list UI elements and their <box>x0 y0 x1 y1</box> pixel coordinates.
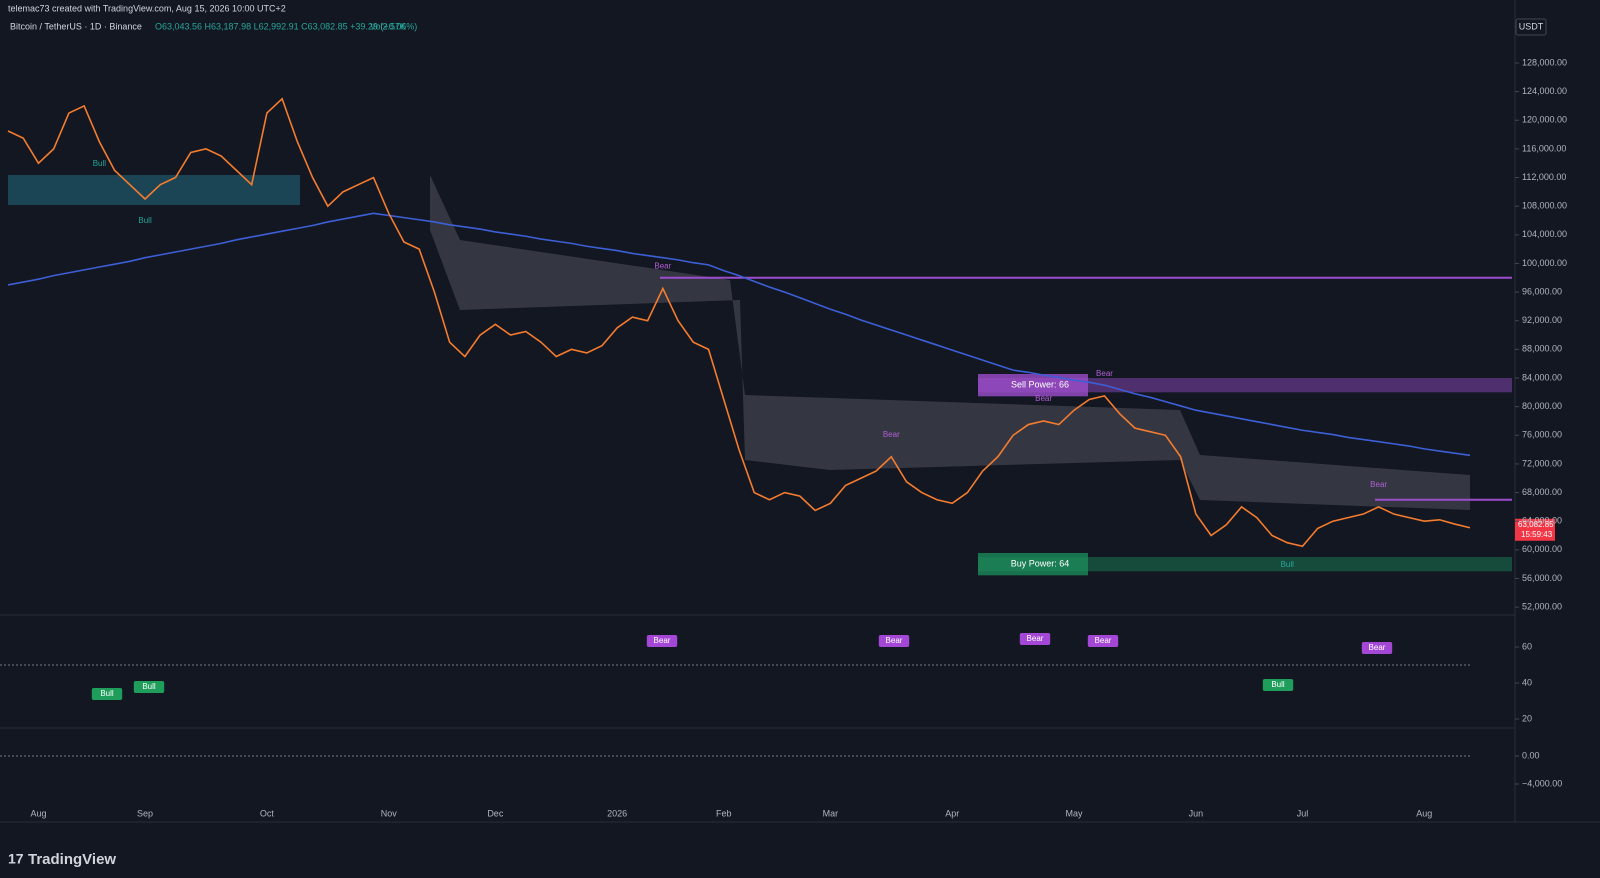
symbol: Bitcoin / TetherUS · 1D · Binance <box>10 21 142 31</box>
x-tick-label: Feb <box>716 808 732 818</box>
signal-label-box <box>1361 642 1393 654</box>
y-tick-label: 56,000.00 <box>1522 573 1562 583</box>
signal-label: Bear <box>1369 643 1386 652</box>
y-tick-label: 120,000.00 <box>1522 115 1567 125</box>
y-tick-label: 64,000.00 <box>1522 516 1562 526</box>
cloud <box>430 175 1470 510</box>
signal-label: Bear <box>1095 636 1112 645</box>
signal-label: Bear <box>883 430 900 439</box>
ohlc: O63,043.56 H63,187.98 L62,992.91 C63,082… <box>155 21 417 31</box>
signal-label: Bear <box>1096 369 1113 378</box>
zone-label-box <box>978 553 1088 576</box>
y-tick-label: 76,000.00 <box>1522 430 1562 440</box>
signal-label: Bear <box>1370 480 1387 489</box>
y-tick-label: 80,000.00 <box>1522 401 1562 411</box>
signal-label-box <box>1087 635 1119 647</box>
signal-label: Bear <box>1035 394 1052 403</box>
signal-label: Bear <box>886 636 903 645</box>
y-tick-label: 20 <box>1522 713 1532 723</box>
y-tick-label: 128,000.00 <box>1522 57 1567 67</box>
signal-label: Bull <box>93 159 107 168</box>
x-tick-label: Apr <box>945 808 959 818</box>
currency-box[interactable] <box>1515 18 1547 36</box>
y-tick-label: 100,000.00 <box>1522 258 1567 268</box>
signal-label: Bull <box>1271 680 1285 689</box>
y-tick-label: 124,000.00 <box>1522 86 1567 96</box>
y-tick-label: 112,000.00 <box>1522 172 1566 182</box>
y-tick-label: 52,000.00 <box>1522 601 1562 611</box>
zone <box>978 378 1512 393</box>
y-tick-label: 88,000.00 <box>1522 344 1562 354</box>
y-tick-label: −4,000.00 <box>1522 778 1562 788</box>
price-tag <box>1515 518 1555 541</box>
y-tick-label: 84,000.00 <box>1522 372 1562 382</box>
y-tick-label: 60,000.00 <box>1522 544 1562 554</box>
x-tick-label: Oct <box>260 808 275 818</box>
signal-label-box <box>133 681 165 693</box>
signal-label-box <box>878 635 910 647</box>
zone-label-box <box>978 374 1088 397</box>
signal-label: Bear <box>654 262 671 271</box>
signal-label: Bear <box>654 636 671 645</box>
price-tag-label: 63,082.85 <box>1518 520 1554 529</box>
credit: telemac73 created with TradingView.com, … <box>8 3 286 13</box>
signal-label-box <box>646 635 678 647</box>
zone-label: Buy Power: 64 <box>1011 559 1070 569</box>
logo-mark: 17 <box>8 851 24 867</box>
signal-label-box <box>91 688 123 700</box>
signal-label-box <box>1262 679 1294 691</box>
y-tick-label: 72,000.00 <box>1522 458 1562 468</box>
signal-label: Bull <box>138 216 152 225</box>
x-tick-label: Sep <box>137 808 153 818</box>
y-tick-label: 108,000.00 <box>1522 201 1567 211</box>
y-tick-label: 68,000.00 <box>1522 487 1562 497</box>
x-tick-label: May <box>1066 808 1084 818</box>
y-tick-label: 104,000.00 <box>1522 229 1567 239</box>
signal-label: Bull <box>142 682 156 691</box>
zone-label: Sell Power: 66 <box>1011 380 1069 390</box>
volume: Vol2.57K <box>370 21 406 31</box>
x-tick-label: Dec <box>487 808 504 818</box>
countdown: 15:59:43 <box>1521 530 1553 539</box>
logo: TradingView <box>28 851 116 868</box>
y-tick-label: 60 <box>1522 641 1532 651</box>
moving-average <box>7 212 1471 457</box>
currency[interactable]: USDT <box>1519 21 1544 31</box>
x-tick-label: Jul <box>1297 808 1309 818</box>
x-tick-label: Nov <box>381 808 398 818</box>
zone <box>978 557 1512 572</box>
signal-label-box <box>1019 633 1051 645</box>
x-tick-label: Jun <box>1189 808 1204 818</box>
x-tick-label: Aug <box>1416 808 1432 818</box>
x-tick-label: 2026 <box>607 808 627 818</box>
signal-label: Bear <box>1027 634 1044 643</box>
y-tick-label: 40 <box>1522 677 1532 687</box>
y-tick-label: 0.00 <box>1522 750 1540 760</box>
x-tick-label: Mar <box>823 808 839 818</box>
price-line <box>7 97 1471 548</box>
y-tick-label: 116,000.00 <box>1522 143 1566 153</box>
signal-label: Bull <box>1281 560 1295 569</box>
y-tick-label: 92,000.00 <box>1522 315 1562 325</box>
y-tick-label: 96,000.00 <box>1522 286 1562 296</box>
x-tick-label: Aug <box>30 808 46 818</box>
signal-label: Bull <box>100 689 114 698</box>
